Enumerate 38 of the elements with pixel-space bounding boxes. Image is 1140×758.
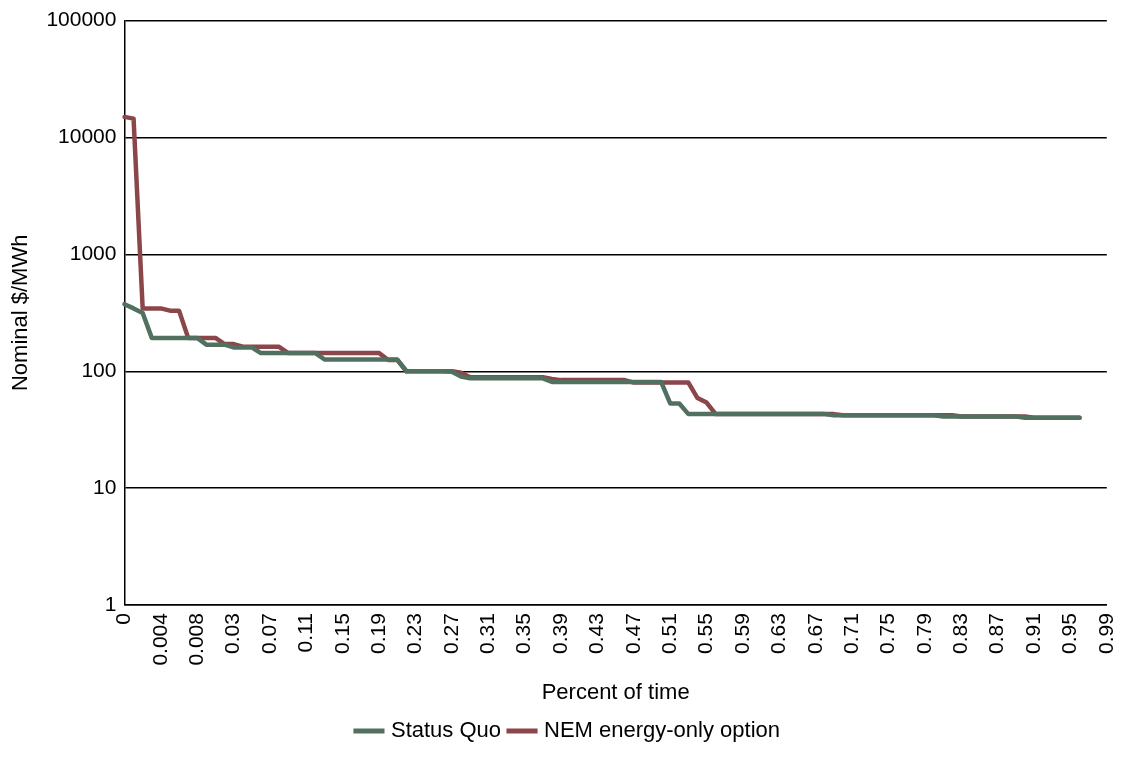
x-tick-label: 0 (111, 613, 135, 625)
x-axis-title: Percent of time (541, 678, 690, 704)
x-tick-label: 0.19 (365, 613, 389, 654)
x-tick-label: 0.55 (693, 613, 717, 654)
x-tick-label: 0.27 (438, 613, 462, 654)
x-tick-label: 0.47 (620, 613, 644, 654)
legend-label: NEM energy-only option (544, 717, 781, 743)
x-tick-label: 0.43 (584, 613, 608, 654)
legend-label: Status Quo (390, 717, 502, 743)
x-tick-label: 0.63 (766, 613, 790, 654)
x-tick-label: 0.35 (511, 613, 535, 654)
x-tick-label: 0.95 (1057, 613, 1081, 654)
x-tick-label: 0.87 (984, 613, 1008, 654)
y-axis-title: Nominal $/MWh (7, 234, 33, 392)
x-tick-label: 0.75 (875, 613, 899, 654)
x-tick-label: 0.67 (802, 613, 826, 654)
y-tick-label: 10000 (58, 124, 117, 148)
x-tick-label: 0.23 (402, 613, 426, 654)
x-tick-label: 0.91 (1020, 613, 1044, 654)
y-tick-label: 1 (104, 591, 117, 615)
x-tick-label: 0.99 (1093, 613, 1117, 654)
y-tick-label: 1000 (69, 241, 117, 265)
x-tick-label: 0.11 (293, 613, 317, 653)
y-tick-label: 100 (81, 358, 117, 382)
x-tick-label: 0.31 (475, 613, 499, 654)
x-tick-label: 0.71 (838, 613, 862, 654)
x-tick-label: 0.39 (547, 613, 571, 654)
x-tick-label: 0.59 (729, 613, 753, 654)
y-tick-label: 100000 (46, 7, 117, 31)
x-tick-label: 0.004 (147, 612, 171, 666)
x-tick-label: 0.03 (220, 613, 244, 654)
x-tick-label: 0.83 (948, 613, 972, 654)
x-tick-label: 0.15 (329, 613, 353, 654)
x-tick-label: 0.008 (184, 613, 208, 666)
x-tick-label: 0.07 (256, 613, 280, 654)
x-tick-label: 0.79 (911, 613, 935, 654)
y-tick-label: 10 (93, 474, 117, 498)
x-tick-label: 0.51 (657, 613, 681, 654)
